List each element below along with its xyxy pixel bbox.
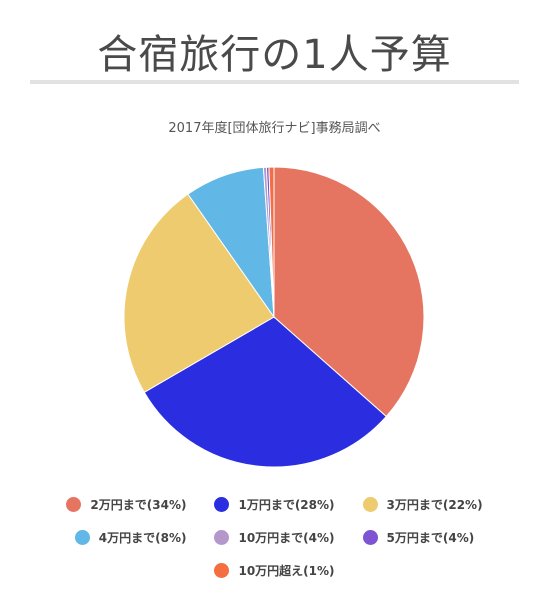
legend-label: 4万円まで(8%) xyxy=(98,531,187,545)
legend-swatch xyxy=(362,497,378,512)
legend-item[interactable]: 10万円超え(1%) xyxy=(214,562,335,579)
pie-slice-1 xyxy=(143,316,387,468)
chart-legend: 2万円まで(34%) 1万円まで(28%) 3万円まで(22%) 4万円まで(8%) 1… xyxy=(0,488,549,587)
pie-slice-2 xyxy=(123,193,275,393)
chart-subtitle: 2017年度[団体旅行ナビ]事務局調べ xyxy=(168,121,381,136)
legend-label: 10万円まで(4%) xyxy=(238,531,335,545)
legend-swatch xyxy=(362,530,378,545)
legend-row: 4万円まで(8%) 10万円まで(4%) 5万円まで(4%) xyxy=(0,521,549,554)
legend-swatch xyxy=(214,497,230,512)
legend-row: 10万円超え(1%) xyxy=(0,554,549,587)
legend-item[interactable]: 5万円まで(4%) xyxy=(362,529,475,546)
legend-item[interactable]: 3万円まで(22%) xyxy=(362,496,483,513)
legend-item[interactable]: 4万円まで(8%) xyxy=(74,529,187,546)
legend-label: 1万円まで(28%) xyxy=(238,498,335,512)
legend-swatch xyxy=(214,563,230,578)
legend-row: 2万円まで(34%) 1万円まで(28%) 3万円まで(22%) xyxy=(0,488,549,521)
legend-item[interactable]: 1万円まで(28%) xyxy=(214,496,335,513)
legend-label: 3万円まで(22%) xyxy=(386,498,483,512)
pie-slice-6 xyxy=(268,166,275,318)
title-divider xyxy=(30,80,519,84)
pie-slice-0 xyxy=(273,166,425,418)
legend-label: 5万円まで(4%) xyxy=(386,531,475,545)
legend-item[interactable]: 10万円まで(4%) xyxy=(214,529,335,546)
legend-label: 2万円まで(34%) xyxy=(90,498,187,512)
legend-label: 10万円超え(1%) xyxy=(238,564,335,578)
legend-swatch xyxy=(66,497,82,512)
legend-swatch xyxy=(74,530,90,545)
legend-item[interactable]: 2万円まで(34%) xyxy=(66,496,186,513)
legend-swatch xyxy=(214,530,230,545)
chart-title: 合宿旅行の1人予算 xyxy=(97,32,452,78)
